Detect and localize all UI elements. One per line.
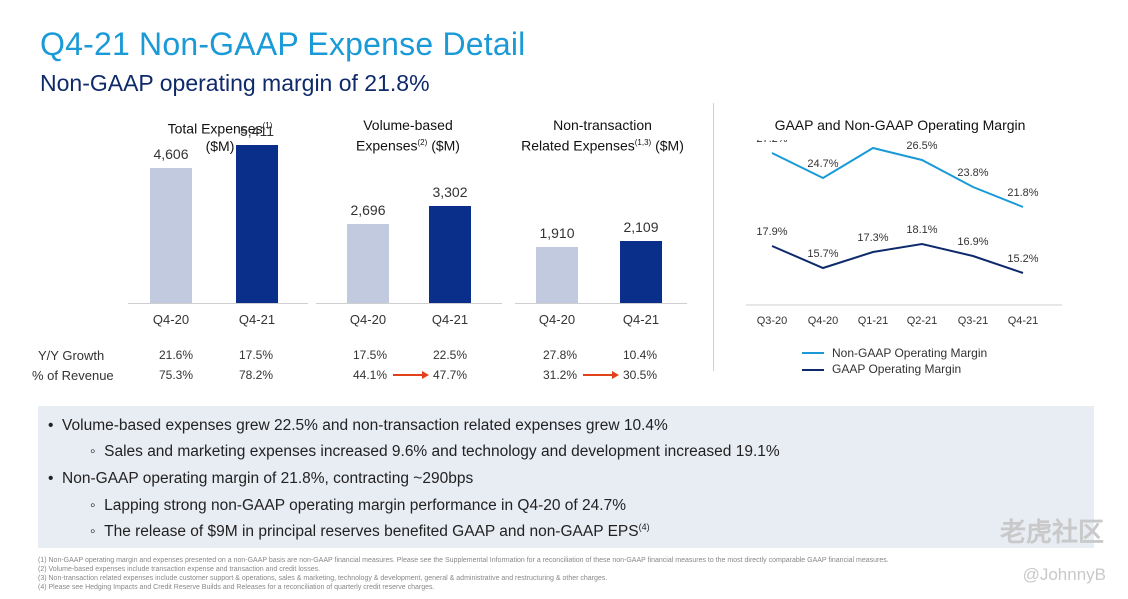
footnote-2: (2) Volume-based expenses include transa… [38,566,321,573]
volume-growth-q420: 17.5% [352,348,388,362]
margin-chart-title: GAAP and Non-GAAP Operating Margin [774,117,1026,133]
volume-bar-q4-21 [429,206,471,303]
nontxn-revenue-q421: 30.5% [622,368,658,382]
total-category-q4-21: Q4-21 [238,312,276,327]
nongaap-margin-line [771,146,1024,208]
total-bar-q4-20 [150,168,192,303]
yy-growth-label: Y/Y Growth [38,348,105,363]
bullet-1: • Volume-based expenses grew 22.5% and n… [48,417,668,434]
nontxn-category-q4-20: Q4-20 [538,312,576,327]
watermark-user: @JohnnyB [1022,565,1106,584]
pct-revenue-label: % of Revenue [32,368,114,383]
volume-value-q4-21: 3,302 [432,184,468,201]
total-growth-q420: 21.6% [158,348,194,362]
section-divider [713,103,714,371]
volume-revenue-q421: 47.7% [432,368,468,382]
margin-category-q4-21: Q4-21 [1008,315,1039,327]
nongaap-label-q3-21: 23.8% [957,167,988,179]
bullet-1-sub: ◦ Sales and marketing expenses increased… [90,443,780,460]
nontxn-growth-q420: 27.8% [542,348,578,362]
footnote-1: (1) Non-GAAP operating margin and expens… [38,557,889,564]
margin-category-q2-21: Q2-21 [907,315,938,327]
margin-category-q3-21: Q3-21 [958,315,989,327]
total-growth-q421: 17.5% [238,348,274,362]
total-bar-q4-21 [236,144,278,303]
gaap-label-q4-21: 15.2% [1007,253,1038,265]
total-value-q4-21: 5,411 [240,122,274,139]
margin-line-chart: 27.2%24.7%27.7%26.5%23.8%21.8%17.9%15.7%… [746,140,1062,327]
bullet-2-sub-2: ◦ The release of $9M in principal reserv… [90,522,650,541]
legend-nongaap-swatch [802,352,824,354]
nongaap-label-q4-20: 24.7% [807,158,838,170]
total-value-q4-20: 4,606 [153,146,189,163]
nongaap-label-q3-20: 27.2% [756,140,787,145]
volume-arrow [393,371,429,379]
total-expenses-title: Total Expenses(1) ($M) [167,120,273,154]
nontxn-bar-q4-20 [536,247,578,303]
volume-value-q4-20: 2,696 [350,202,386,219]
margin-category-q3-20: Q3-20 [757,315,788,327]
volume-growth-q421: 22.5% [432,348,468,362]
nontxn-arrow [583,371,619,379]
gaap-label-q1-21: 17.3% [857,232,888,244]
nongaap-label-q2-21: 26.5% [906,140,937,152]
nontxn-revenue-q420: 31.2% [542,368,578,382]
footnote-3: (3) Non-transaction related expenses inc… [38,575,608,582]
page-title: Q4-21 Non-GAAP Expense Detail [40,26,526,62]
nontxn-axis [515,303,687,304]
legend-gaap-swatch [802,369,824,371]
gaap-margin-line [771,242,1024,274]
gaap-label-q3-20: 17.9% [756,226,787,238]
total-revenue-q421: 78.2% [238,368,274,382]
nontxn-value-q4-21: 2,109 [623,219,659,236]
volume-expenses-title: Volume-based Expenses(2) ($M) [356,117,460,154]
gaap-label-q2-21: 18.1% [906,224,937,236]
summary-bullets [38,406,1094,548]
nontxn-bar-q4-21 [620,241,662,303]
footnote-4: (4) Please see Hedging Impacts and Credi… [38,584,435,591]
watermark-brand: 老虎社区 [999,517,1104,547]
margin-category-q1-21: Q1-21 [858,315,889,327]
bullet-2-sub-1: ◦ Lapping strong non-GAAP operating marg… [90,497,626,514]
total-revenue-q420: 75.3% [158,368,194,382]
volume-axis [316,303,502,304]
volume-bar-q4-20 [347,224,389,303]
nontxn-value-q4-20: 1,910 [539,225,575,242]
total-axis [128,303,308,304]
gaap-label-q4-20: 15.7% [807,248,838,260]
nontxn-growth-q421: 10.4% [622,348,658,362]
bullet-2: • Non-GAAP operating margin of 21.8%, co… [48,470,474,487]
nontxn-expenses-title: Non-transaction Related Expenses(1,3) ($… [521,117,684,154]
margin-category-q4-20: Q4-20 [808,315,839,327]
nontxn-category-q4-21: Q4-21 [622,312,660,327]
volume-revenue-q420: 44.1% [352,368,388,382]
gaap-label-q3-21: 16.9% [957,236,988,248]
volume-category-q4-21: Q4-21 [431,312,469,327]
legend-nongaap-label: Non-GAAP Operating Margin [832,346,988,360]
total-category-q4-20: Q4-20 [152,312,190,327]
volume-category-q4-20: Q4-20 [349,312,387,327]
nongaap-label-q4-21: 21.8% [1007,187,1038,199]
page-subtitle: Non-GAAP operating margin of 21.8% [40,70,430,96]
legend-gaap-label: GAAP Operating Margin [832,362,962,376]
